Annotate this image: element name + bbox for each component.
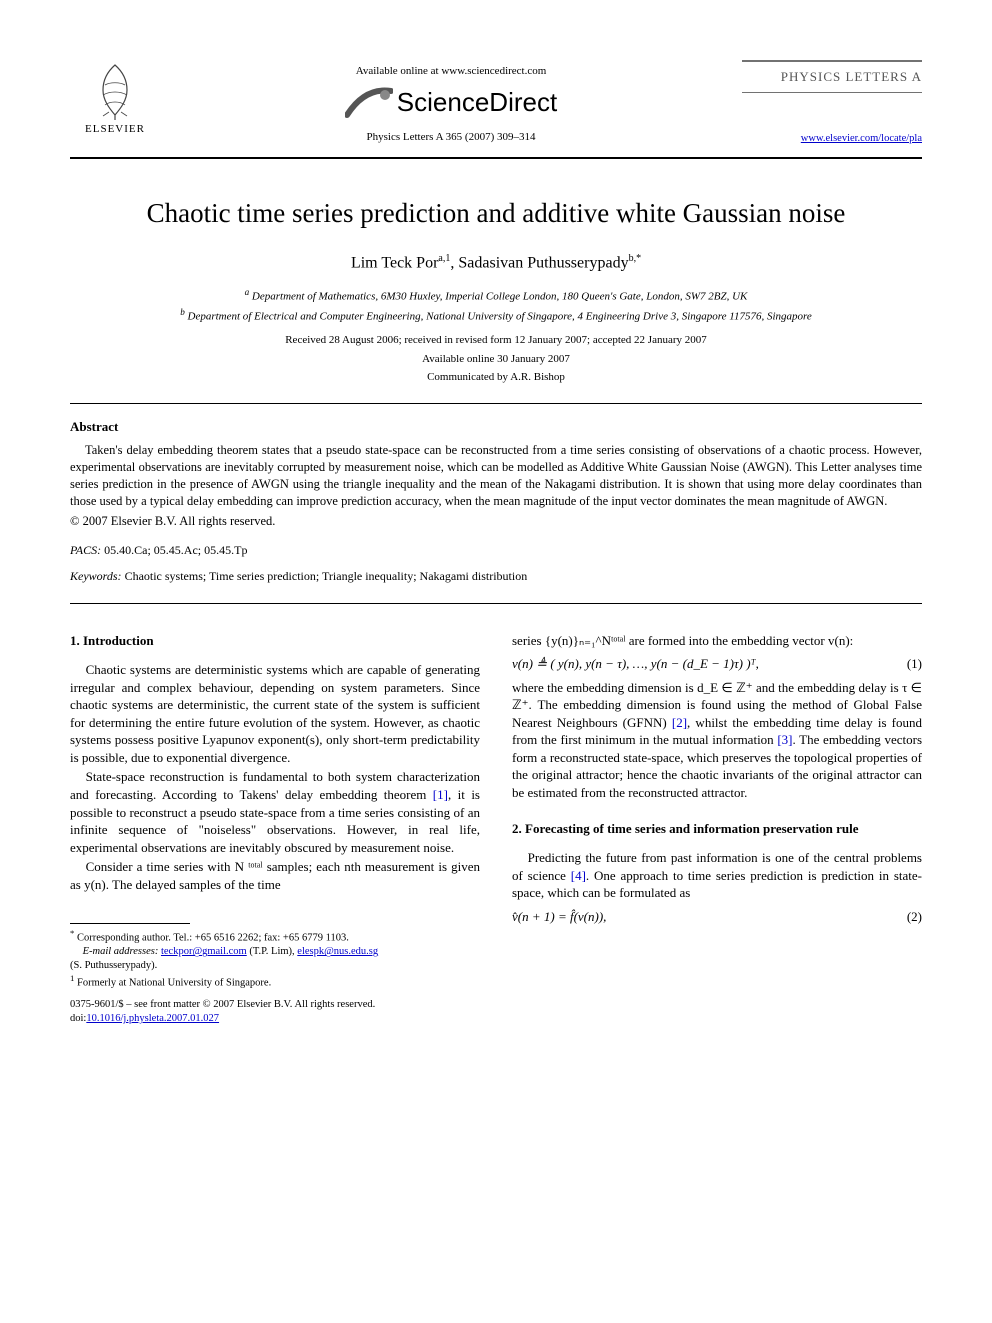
footnote-1-text: Formerly at National University of Singa… (77, 977, 271, 988)
body-columns: 1. Introduction Chaotic systems are dete… (70, 632, 922, 990)
keywords-line: Keywords: Chaotic systems; Time series p… (70, 568, 922, 584)
left-column: 1. Introduction Chaotic systems are dete… (70, 632, 480, 990)
affiliation-a-text: Department of Mathematics, 6M30 Huxley, … (252, 290, 747, 302)
footnote-emails: E-mail addresses: teckpor@gmail.com (T.P… (70, 945, 480, 959)
footnote-1: 1 Formerly at National University of Sin… (70, 973, 480, 990)
right-continuation: series {y(n)}ₙ₌₁^Nᵗᵒᵗᵃˡ are formed into … (512, 632, 922, 650)
date-received: Received 28 August 2006; received in rev… (70, 333, 922, 348)
publisher-logo-block: ELSEVIER (70, 60, 160, 137)
citation-3[interactable]: [3] (777, 732, 792, 747)
header-rule (70, 157, 922, 159)
citation-2[interactable]: [2] (672, 715, 687, 730)
page-footer: 0375-9601/$ – see front matter © 2007 El… (70, 998, 922, 1026)
authors: Lim Teck Pora,1, Sadasivan Puthusserypad… (70, 252, 922, 274)
article-title: Chaotic time series prediction and addit… (70, 195, 922, 231)
doi-label: doi: (70, 1013, 86, 1024)
right-para-2: Predicting the future from past informat… (512, 849, 922, 902)
equation-2: v̂(n + 1) = f̂(v(n)), (2) (512, 908, 922, 926)
keywords-value: Chaotic systems; Time series prediction;… (125, 569, 528, 583)
journal-brand-block: PHYSICS LETTERS A www.elsevier.com/locat… (742, 60, 922, 147)
right-para-1: where the embedding dimension is d_E ∈ ℤ… (512, 679, 922, 802)
date-online: Available online 30 January 2007 (70, 352, 922, 367)
equation-1: v(n) ≜ ( y(n), y(n − τ), …, y(n − (d_E −… (512, 655, 922, 673)
pacs-label: PACS: (70, 543, 101, 557)
sd-logo-row: ScienceDirect (160, 85, 742, 120)
email-link-2[interactable]: elespk@nus.edu.sg (297, 946, 378, 957)
sciencedirect-swoosh-icon (345, 85, 393, 119)
sciencedirect-name: ScienceDirect (397, 85, 557, 120)
footnote-block: * Corresponding author. Tel.: +65 6516 2… (70, 928, 480, 990)
intro-para-3: Consider a time series with N ᵗᵒᵗᵃˡ samp… (70, 858, 480, 893)
author-2-sup: b,* (629, 253, 642, 264)
section-2-heading: 2. Forecasting of time series and inform… (512, 820, 922, 838)
email-2-who: (S. Puthusserypady). (70, 959, 480, 973)
right-column: series {y(n)}ₙ₌₁^Nᵗᵒᵗᵃˡ are formed into … (512, 632, 922, 990)
equation-1-number: (1) (899, 655, 922, 673)
sciencedirect-block: Available online at www.sciencedirect.co… (160, 60, 742, 145)
abstract-block: Abstract Taken's delay embedding theorem… (70, 418, 922, 530)
journal-brand: PHYSICS LETTERS A (742, 60, 922, 93)
keywords-label: Keywords: (70, 569, 122, 583)
citation-4[interactable]: [4] (571, 868, 586, 883)
email-1-who: (T.P. Lim), (249, 946, 294, 957)
doi-link[interactable]: 10.1016/j.physleta.2007.01.027 (86, 1013, 219, 1024)
publisher-label: ELSEVIER (85, 122, 145, 137)
equation-2-number: (2) (899, 908, 922, 926)
article-dates: Received 28 August 2006; received in rev… (70, 333, 922, 386)
journal-reference: Physics Letters A 365 (2007) 309–314 (160, 130, 742, 145)
intro-para-2: State-space reconstruction is fundamenta… (70, 768, 480, 856)
footer-line-1: 0375-9601/$ – see front matter © 2007 El… (70, 998, 922, 1012)
footnote-email-label: E-mail addresses: (83, 946, 159, 957)
abstract-heading: Abstract (70, 418, 922, 436)
section-1-heading: 1. Introduction (70, 632, 480, 650)
pacs-line: PACS: 05.40.Ca; 05.45.Ac; 05.45.Tp (70, 542, 922, 558)
footnote-corresponding-text: Corresponding author. Tel.: +65 6516 226… (77, 933, 349, 944)
affiliation-b: b Department of Electrical and Computer … (70, 306, 922, 325)
affiliation-a: a Department of Mathematics, 6M30 Huxley… (70, 286, 922, 305)
date-communicated: Communicated by A.R. Bishop (70, 370, 922, 385)
elsevier-tree-icon (85, 60, 145, 120)
footer-doi-row: doi:10.1016/j.physleta.2007.01.027 (70, 1012, 922, 1026)
available-online-text: Available online at www.sciencedirect.co… (160, 64, 742, 79)
equation-1-body: v(n) ≜ ( y(n), y(n − τ), …, y(n − (d_E −… (512, 655, 899, 673)
abstract-top-rule (70, 403, 922, 404)
author-1-sup: a,1 (438, 253, 450, 264)
equation-2-body: v̂(n + 1) = f̂(v(n)), (512, 908, 899, 926)
footnote-rule (70, 923, 190, 924)
header: ELSEVIER Available online at www.science… (70, 60, 922, 147)
abstract-bottom-rule (70, 603, 922, 604)
intro-para-1: Chaotic systems are deterministic system… (70, 661, 480, 766)
journal-url-link[interactable]: www.elsevier.com/locate/pla (801, 133, 922, 144)
citation-1[interactable]: [1] (433, 787, 448, 802)
author-1-name: Lim Teck Por (351, 254, 438, 271)
affiliation-b-text: Department of Electrical and Computer En… (188, 311, 812, 323)
author-2-name: Sadasivan Puthusserypady (458, 254, 628, 271)
footnote-corresponding: * Corresponding author. Tel.: +65 6516 2… (70, 928, 480, 945)
abstract-copyright: © 2007 Elsevier B.V. All rights reserved… (70, 513, 922, 530)
email-link-1[interactable]: teckpor@gmail.com (161, 946, 247, 957)
abstract-body: Taken's delay embedding theorem states t… (70, 442, 922, 510)
pacs-value: 05.40.Ca; 05.45.Ac; 05.45.Tp (104, 543, 247, 557)
intro-para-2a: State-space reconstruction is fundamenta… (70, 769, 480, 802)
